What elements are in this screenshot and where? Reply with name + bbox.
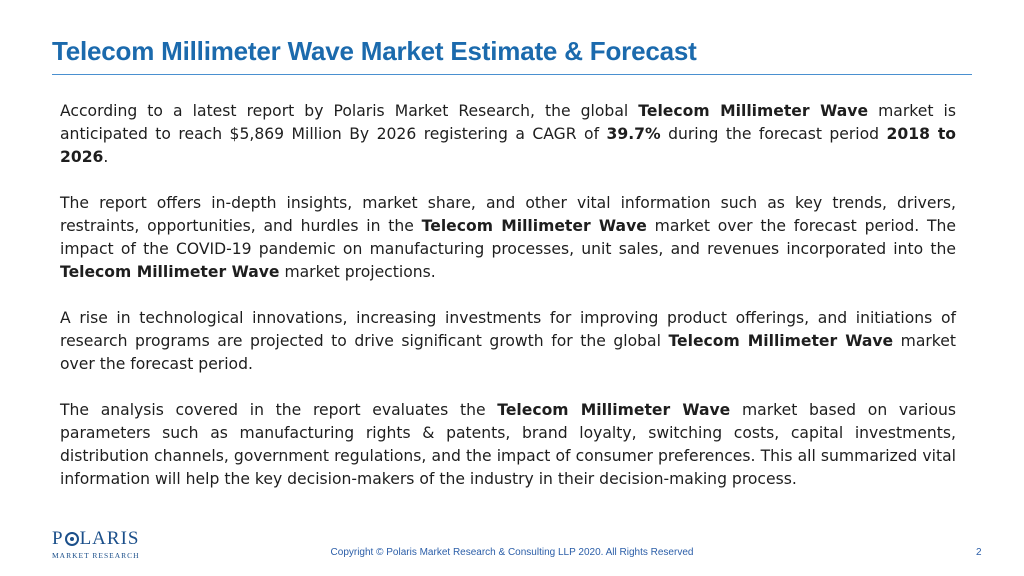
- text-run: The analysis covered in the report evalu…: [60, 401, 498, 419]
- text-run: According to a latest report by Polaris …: [60, 102, 639, 120]
- logo-name-left: P: [52, 528, 64, 549]
- paragraph: A rise in technological innovations, inc…: [60, 307, 956, 376]
- bold-text-run: 2018 to 2026: [60, 125, 957, 166]
- bold-text-run: Telecom Millimeter Wave: [60, 263, 280, 281]
- polaris-logo: P LARIS MARKET RESEARCH: [52, 528, 142, 562]
- text-run: market is anticipated to reach $5,869 Mi…: [60, 102, 956, 143]
- bold-text-run: Telecom Millimeter Wave: [668, 332, 894, 350]
- text-run: market projections.: [279, 263, 436, 281]
- bold-text-run: 39.7%: [606, 125, 661, 143]
- bold-text-run: Telecom Millimeter Wave: [638, 102, 869, 120]
- logo-wordmark: P LARIS: [52, 528, 142, 549]
- text-run: market based on various parameters such …: [60, 401, 956, 488]
- title-divider: [52, 74, 972, 75]
- text-run: during the forecast period: [660, 125, 887, 143]
- logo-name-right: LARIS: [79, 528, 140, 549]
- text-run: market over the forecast period.: [60, 332, 956, 373]
- bold-text-run: Telecom Millimeter Wave: [497, 401, 731, 419]
- text-run: .: [103, 148, 109, 166]
- bold-text-run: Telecom Millimeter Wave: [421, 217, 647, 235]
- paragraph: The analysis covered in the report evalu…: [60, 399, 956, 491]
- page-number: 2: [976, 547, 982, 558]
- text-run: The report offers in-depth insights, mar…: [60, 194, 956, 235]
- body-text: According to a latest report by Polaris …: [60, 100, 956, 514]
- paragraph: According to a latest report by Polaris …: [60, 100, 956, 169]
- slide-title: Telecom Millimeter Wave Market Estimate …: [52, 36, 697, 66]
- paragraph: The report offers in-depth insights, mar…: [60, 192, 956, 284]
- text-run: A rise in technological innovations, inc…: [60, 309, 956, 350]
- copyright-notice: Copyright © Polaris Market Research & Co…: [330, 547, 694, 558]
- logo-subtitle: MARKET RESEARCH: [52, 551, 140, 560]
- text-run: market over the forecast period. The imp…: [60, 217, 956, 258]
- logo-o-mark-icon: [64, 532, 79, 546]
